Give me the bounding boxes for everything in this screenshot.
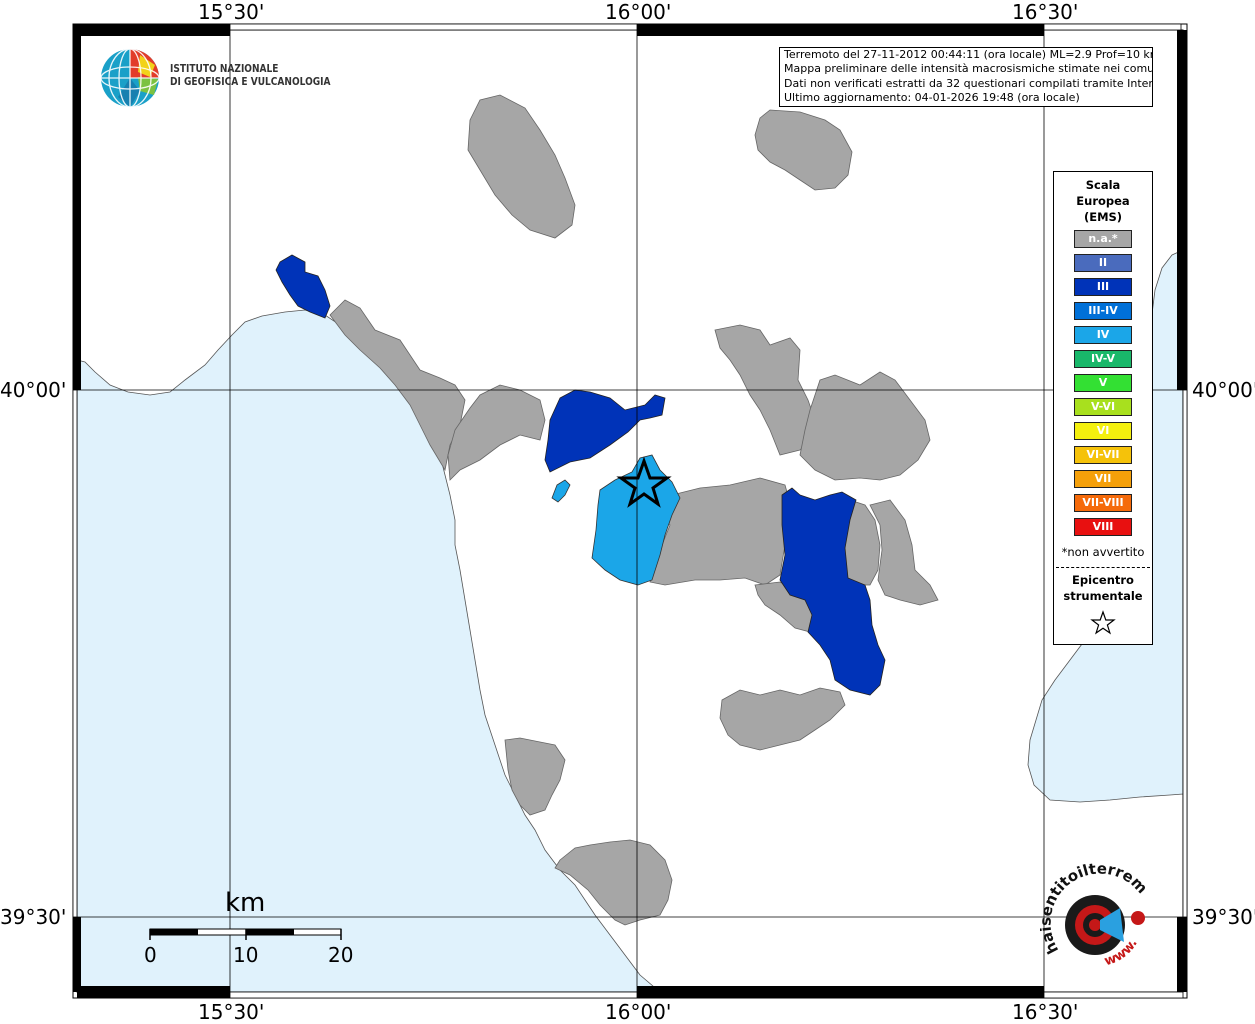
legend-item-6: V xyxy=(1074,374,1132,392)
legend-item-2: III xyxy=(1074,278,1132,296)
lon-label-top-3: 16°30' xyxy=(1012,0,1079,24)
star-icon xyxy=(1090,610,1116,635)
lon-label-bottom-1: 15°30' xyxy=(198,1000,265,1024)
lat-label-left-2: 39°30' xyxy=(0,905,67,929)
ingv-logo-text: ISTITUTO NAZIONALE DI GEOFISICA E VULCAN… xyxy=(170,63,331,88)
comune-na xyxy=(504,737,566,816)
legend-item-12: VIII xyxy=(1074,518,1132,536)
graticule xyxy=(77,30,1183,992)
legend-item-1: II xyxy=(1074,254,1132,272)
legend-divider xyxy=(1056,567,1150,568)
epicenter-star xyxy=(616,456,672,508)
scale-bar xyxy=(149,928,342,940)
legend-title: Scala Europea (EMS) xyxy=(1076,178,1130,224)
comune-na xyxy=(554,839,673,926)
legend-item-4: IV xyxy=(1074,326,1132,344)
globe-icon xyxy=(100,48,160,108)
legend: Scala Europea (EMS) n.a.* II III III-IV IV IV… xyxy=(1053,171,1153,645)
legend-item-11: VII-VIII xyxy=(1074,494,1132,512)
legend-item-3: III-IV xyxy=(1074,302,1132,320)
event-info-line: Dati non verificati estratti da 32 quest… xyxy=(784,76,1153,90)
event-info-line: Ultimo aggiornamento: 04-01-2026 19:48 (… xyxy=(784,90,1080,104)
comuni-iv xyxy=(551,454,681,586)
legend-item-0: n.a.* xyxy=(1074,230,1132,248)
comuni-iii xyxy=(275,254,886,696)
comune-iv xyxy=(551,479,571,503)
comune-na xyxy=(467,94,576,239)
ingv-logo: ISTITUTO NAZIONALE DI GEOFISICA E VULCAN… xyxy=(100,47,331,109)
comune-iv xyxy=(591,454,681,586)
comune-iii xyxy=(275,254,331,319)
legend-item-7: V-VI xyxy=(1074,398,1132,416)
lon-label-top-2: 16°00' xyxy=(605,0,672,24)
map-frame xyxy=(72,23,1188,999)
comune-iii xyxy=(779,487,886,696)
event-info-box: Terremoto del 27-11-2012 00:44:11 (ora l… xyxy=(779,47,1153,107)
lon-label-bottom-3: 16°30' xyxy=(1012,1000,1079,1024)
comune-na xyxy=(447,384,546,481)
scale-label: 10 xyxy=(233,943,259,967)
scale-title: km xyxy=(225,888,266,918)
event-info-line: Mappa preliminare delle intensità macros… xyxy=(784,62,1153,76)
legend-item-10: VII xyxy=(1074,470,1132,488)
lat-label-right-2: 39°30' xyxy=(1192,905,1255,929)
legend-note: *non avvertito xyxy=(1061,545,1145,559)
lon-label-top-1: 15°30' xyxy=(198,0,265,24)
legend-item-9: VI-VII xyxy=(1074,446,1132,464)
comune-iii xyxy=(544,389,666,473)
legend-item-5: IV-V xyxy=(1074,350,1132,368)
comune-na xyxy=(869,499,939,606)
scale-label: 0 xyxy=(144,943,157,967)
legend-epicenter-label: Epicentro strumentale xyxy=(1063,573,1143,603)
lat-label-right-1: 40°00' xyxy=(1192,378,1255,402)
lat-label-left-1: 40°00' xyxy=(0,378,67,402)
comune-na xyxy=(719,687,846,751)
scale-label: 20 xyxy=(328,943,354,967)
comune-na xyxy=(799,371,931,481)
comune-na xyxy=(754,109,853,191)
lon-label-bottom-2: 16°00' xyxy=(605,1000,672,1024)
megaphone-icon xyxy=(1100,908,1124,942)
legend-item-8: VI xyxy=(1074,422,1132,440)
haisentito-logo: haisentitoilterremoto.it www. xyxy=(1040,860,1151,969)
event-info-line: Terremoto del 27-11-2012 00:44:11 (ora l… xyxy=(784,48,1153,61)
